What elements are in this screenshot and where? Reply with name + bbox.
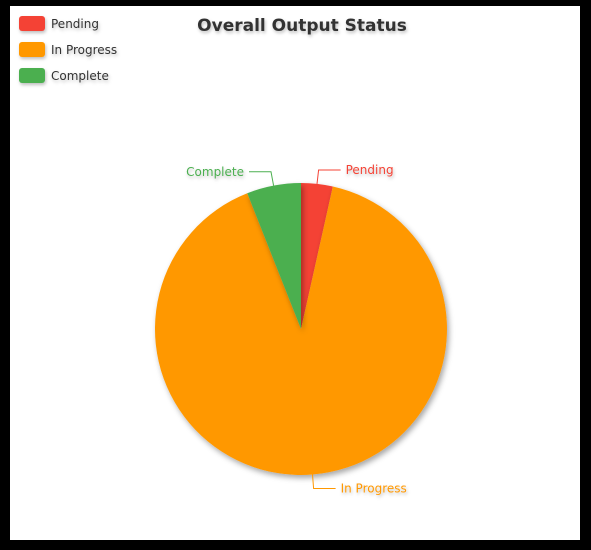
chart-legend: Pending In Progress Complete — [19, 16, 117, 83]
pie-slice-in-progress[interactable] — [154, 186, 447, 476]
pie-slice-pending[interactable] — [301, 183, 333, 329]
legend-label-in-progress: In Progress — [51, 43, 117, 57]
leader-line-complete — [249, 171, 275, 186]
legend-item-pending[interactable]: Pending — [19, 16, 99, 31]
legend-label-complete: Complete — [51, 69, 109, 83]
legend-item-in-progress[interactable]: In Progress — [19, 42, 117, 57]
leader-line-pending — [316, 169, 341, 184]
legend-item-complete[interactable]: Complete — [19, 68, 109, 83]
leader-line-in-progress — [312, 474, 336, 489]
legend-swatch-pending — [19, 16, 45, 31]
legend-label-pending: Pending — [51, 17, 99, 31]
slice-label-in-progress: In Progress — [341, 482, 407, 496]
slice-label-complete: Complete — [186, 165, 244, 179]
legend-swatch-in-progress — [19, 42, 45, 57]
slice-label-pending: Pending — [346, 163, 394, 177]
pie-slices — [154, 183, 447, 476]
legend-swatch-complete — [19, 68, 45, 83]
chart-title: Overall Output Status — [197, 16, 407, 36]
slice-labels: Pending In Progress Complete — [186, 163, 407, 496]
pie-slice-complete[interactable] — [247, 183, 301, 329]
